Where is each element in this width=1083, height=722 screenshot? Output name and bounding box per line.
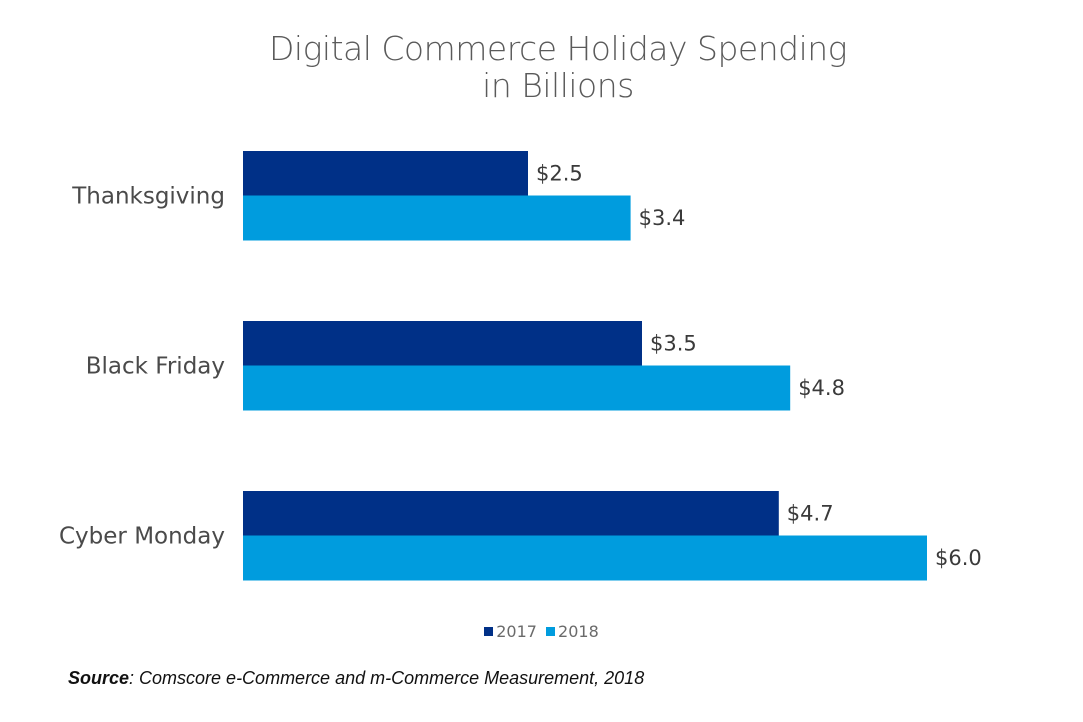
bar-2018: [243, 535, 927, 581]
bar-2017: [243, 151, 528, 196]
chart-subtitle: in Billions: [482, 66, 634, 105]
source-note: Source: Comscore e-Commerce and m-Commer…: [68, 668, 644, 689]
bar-2017: [243, 491, 779, 536]
category-label: Black Friday: [86, 354, 225, 380]
legend-label-2018: 2018: [558, 622, 599, 641]
legend: 2017 2018: [0, 621, 1083, 641]
legend-swatch-2018: [546, 627, 556, 636]
category-label: Thanksgiving: [71, 184, 225, 210]
category-label: Cyber Monday: [59, 524, 225, 550]
legend-item-2017: 2017: [484, 622, 537, 641]
legend-swatch-2017: [484, 627, 494, 636]
chart-title: Digital Commerce Holiday Spending in Bil…: [0, 30, 1083, 104]
data-label: $2.5: [536, 161, 583, 185]
source-label: Source: [68, 668, 130, 688]
data-label: $4.7: [787, 501, 834, 525]
data-label: $4.8: [798, 376, 845, 400]
legend-item-2018: 2018: [546, 622, 599, 641]
legend-label-2017: 2017: [496, 622, 537, 641]
chart-title-line: Digital Commerce Holiday Spending: [269, 29, 847, 68]
data-label: $3.4: [639, 206, 686, 230]
bar-2018: [243, 365, 791, 411]
bar-2017: [243, 321, 642, 366]
data-label: $3.5: [650, 331, 697, 355]
source-text: : Comscore e-Commerce and m-Commerce Mea…: [129, 668, 645, 688]
bar-2018: [243, 195, 631, 241]
data-label: $6.0: [935, 546, 982, 570]
